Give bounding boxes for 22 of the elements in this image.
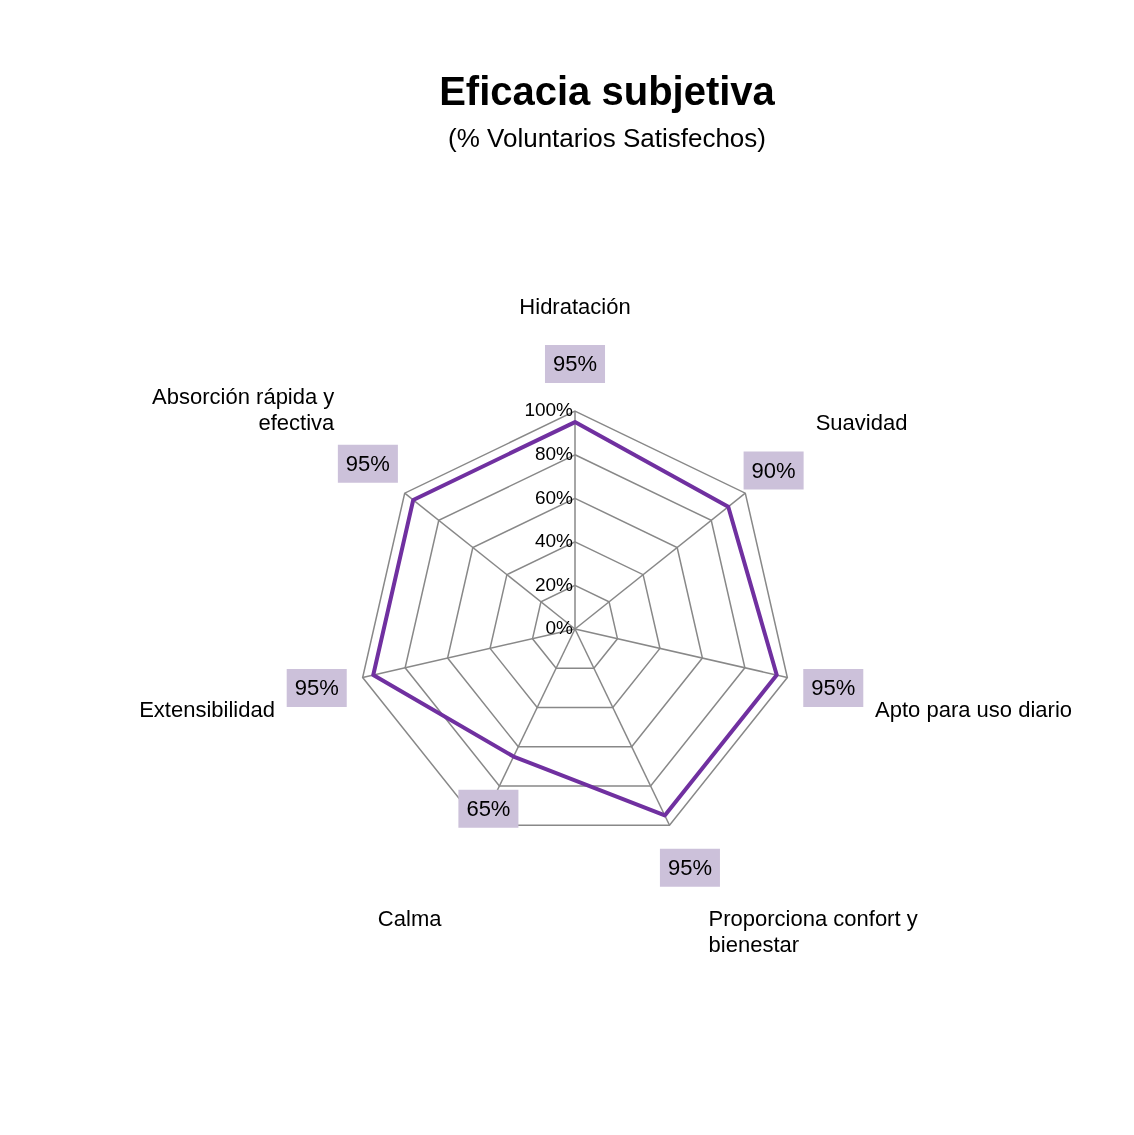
y-tick-label: 80% (534, 442, 574, 464)
chart-subtitle: (% Voluntarios Satisfechos) (448, 122, 766, 153)
data-label: 95% (345, 450, 390, 476)
y-tick-label: 100% (524, 399, 574, 421)
data-label: 95% (552, 351, 598, 377)
y-tick-label: 40% (534, 530, 574, 552)
data-label: 95% (294, 675, 339, 701)
data-label: 95% (811, 675, 856, 701)
chart-title: Eficacia subjetiva (439, 69, 776, 114)
spoke-label: Extensibilidad (139, 696, 275, 722)
spoke-label: Calma (377, 905, 443, 931)
data-label: 65% (466, 795, 511, 821)
spoke-label: Absorción rápida y efectiva (152, 383, 336, 435)
spoke-label: Apto para uso diario (875, 696, 1072, 722)
spoke-label: Suavidad (815, 409, 908, 435)
spoke-label: Hidratación (519, 294, 631, 320)
y-tick-label: 20% (534, 573, 574, 595)
y-tick-label: 0% (545, 617, 574, 639)
data-label: 90% (751, 457, 796, 483)
y-tick-label: 60% (534, 486, 574, 508)
data-label: 95% (667, 854, 712, 880)
spoke-label: Proporciona confort y bienestar (708, 905, 918, 957)
